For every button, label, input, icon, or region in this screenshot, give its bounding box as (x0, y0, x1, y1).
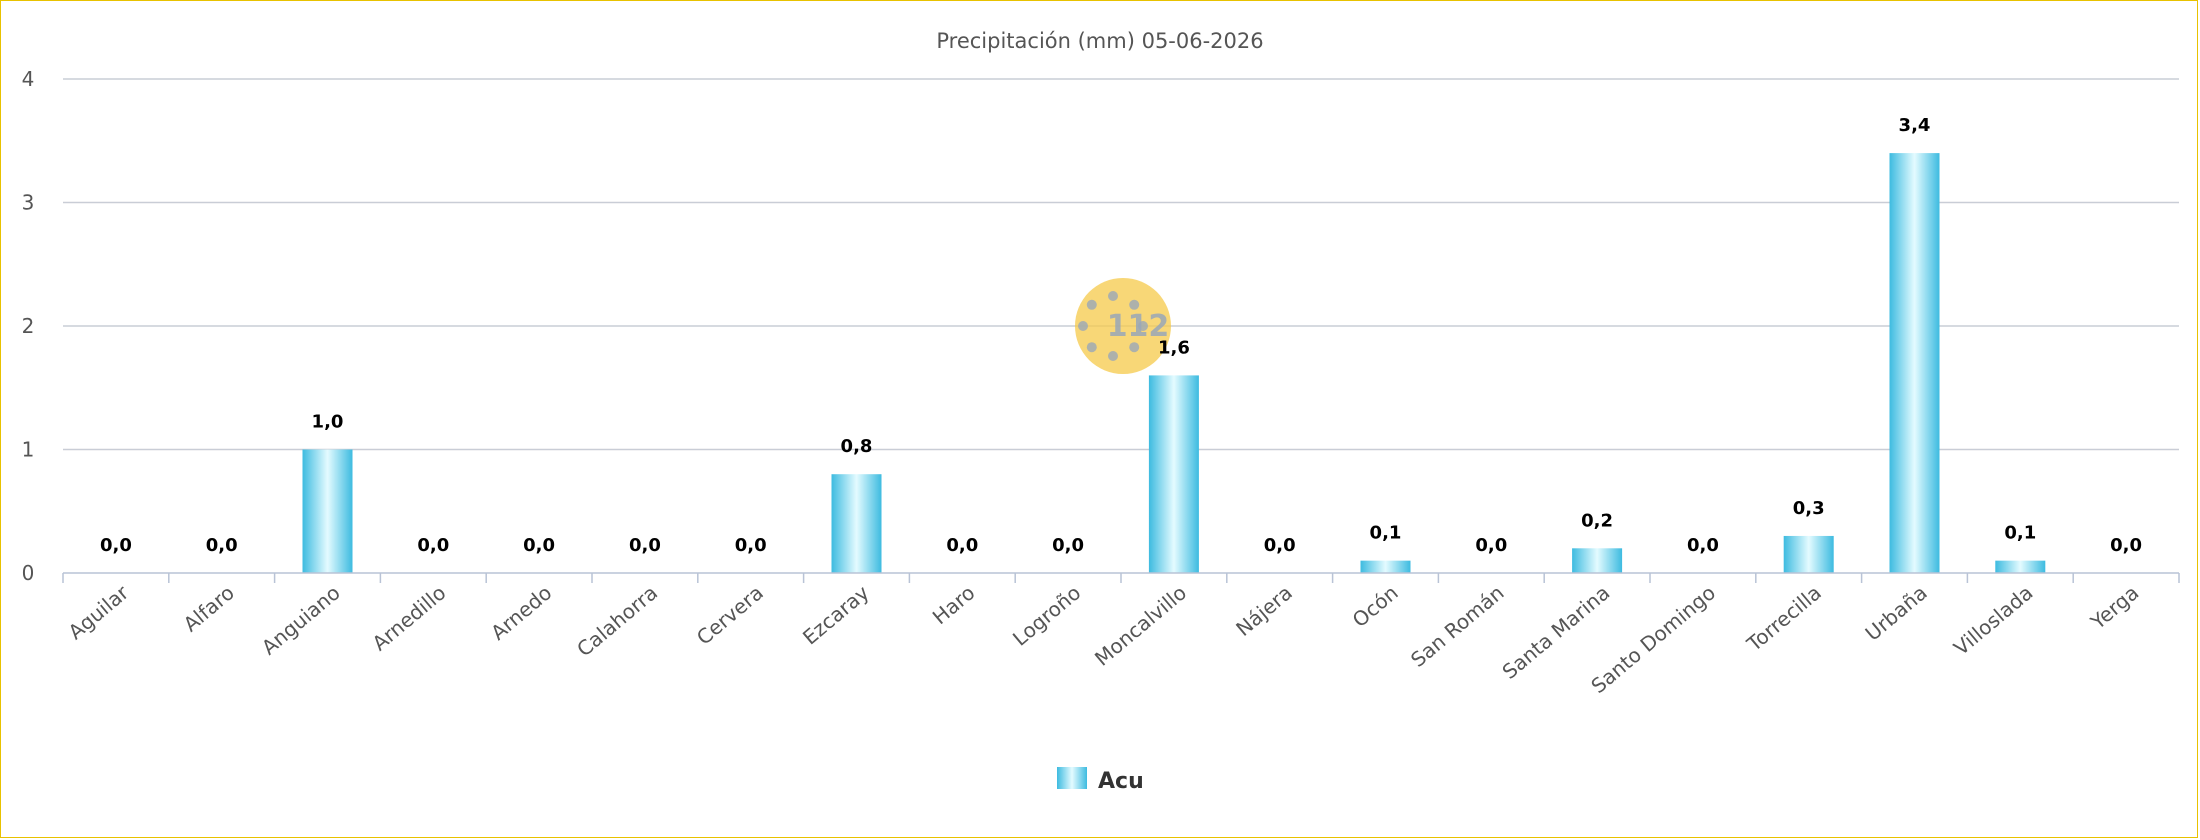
watermark-dot (1108, 291, 1118, 301)
x-axis-ticks: Aguilar Alfaro Anguiano Arnedillo Arnedo Cala… (64, 580, 2144, 698)
data-label: 0,0 (1475, 535, 1507, 556)
x-tick-label: Ezcaray (798, 580, 874, 649)
y-tick-label: 1 (22, 438, 35, 462)
data-label: 0,0 (2110, 535, 2142, 556)
data-label: 0,0 (523, 535, 555, 556)
data-label: 0,0 (946, 535, 978, 556)
legend[interactable]: Acu (1057, 767, 1144, 794)
y-axis-ticks: 0 1 2 3 4 (22, 67, 35, 585)
watermark-dot (1108, 351, 1118, 361)
y-tick-label: 0 (22, 561, 35, 585)
data-label: 0,1 (2004, 523, 2036, 544)
watermark-logo-112: 112 (1075, 278, 1171, 374)
watermark-dot (1086, 342, 1097, 353)
data-label: 0,0 (1687, 535, 1719, 556)
data-label: 0,0 (1264, 535, 1296, 556)
data-label: 0,1 (1370, 523, 1402, 544)
bars (302, 153, 2046, 574)
x-tick-label: Anguiano (257, 580, 345, 659)
y-tick-label: 2 (22, 314, 35, 338)
x-tick-label: Moncalvillo (1090, 580, 1191, 670)
x-tick-label: Aguilar (64, 580, 134, 644)
watermark-dot (1138, 321, 1148, 331)
chart-title: Precipitación (mm) 05-06-2026 (936, 29, 1263, 53)
data-label: 0,0 (1052, 535, 1084, 556)
watermark-text: 112 (1107, 309, 1170, 344)
x-tick-label: Villoslada (1949, 580, 2037, 660)
x-tick-label: Urbaña (1861, 580, 1932, 645)
bar-torrecilla[interactable] (1783, 535, 1834, 573)
legend-label-acu[interactable]: Acu (1098, 769, 1144, 794)
data-label: 0,0 (206, 535, 238, 556)
legend-swatch[interactable] (1057, 767, 1087, 789)
data-label: 0,0 (629, 535, 661, 556)
data-label: 0,0 (735, 535, 767, 556)
watermark-dot (1129, 342, 1140, 353)
data-label: 1,6 (1158, 337, 1190, 358)
y-tick-label: 4 (22, 67, 35, 91)
x-axis (62, 572, 2180, 583)
x-tick-label: Santa Marina (1498, 580, 1615, 683)
bar-ezcaray[interactable] (831, 474, 882, 573)
gridlines (63, 78, 2179, 451)
data-label: 0,0 (417, 535, 449, 556)
bar-urbaña[interactable] (1889, 153, 1940, 573)
data-label: 3,4 (1899, 115, 1931, 136)
x-tick-label: Logroño (1008, 580, 1085, 650)
watermark-dot (1086, 299, 1097, 310)
x-tick-label: Torrecilla (1742, 580, 1826, 656)
data-label: 0,2 (1581, 510, 1613, 531)
x-tick-label: Cervera (692, 580, 768, 649)
x-tick-label: Alfaro (179, 580, 239, 636)
bar-anguiano[interactable] (302, 449, 353, 574)
x-tick-label: Yerga (2085, 580, 2143, 634)
x-tick-label: Ocón (1348, 580, 1403, 632)
x-tick-label: Calahorra (572, 580, 662, 661)
data-label: 1,0 (312, 412, 344, 433)
x-tick-label: Arnedo (486, 580, 556, 644)
x-tick-label: Nájera (1231, 580, 1297, 641)
bar-villoslada[interactable] (1995, 560, 2046, 573)
data-label: 0,0 (100, 535, 132, 556)
y-tick-label: 3 (22, 191, 35, 215)
x-tick-label: Haro (928, 580, 980, 629)
watermark-dot (1078, 321, 1088, 331)
bar-santa-marina[interactable] (1572, 548, 1623, 573)
watermark-dot (1129, 299, 1140, 310)
watermark-circle (1075, 278, 1171, 374)
x-tick-label: Arnedillo (368, 580, 451, 655)
bar-ocón[interactable] (1360, 560, 1411, 573)
data-label: 0,8 (841, 436, 873, 457)
x-tick-label: San Román (1406, 580, 1508, 671)
bar-moncalvillo[interactable] (1148, 375, 1199, 573)
data-label: 0,3 (1793, 498, 1825, 519)
data-labels: 0,0 0,0 1,0 0,0 0,0 0,0 0,0 0,8 0,0 0,0 1,6 0,0 0,1 0… (100, 115, 2142, 556)
